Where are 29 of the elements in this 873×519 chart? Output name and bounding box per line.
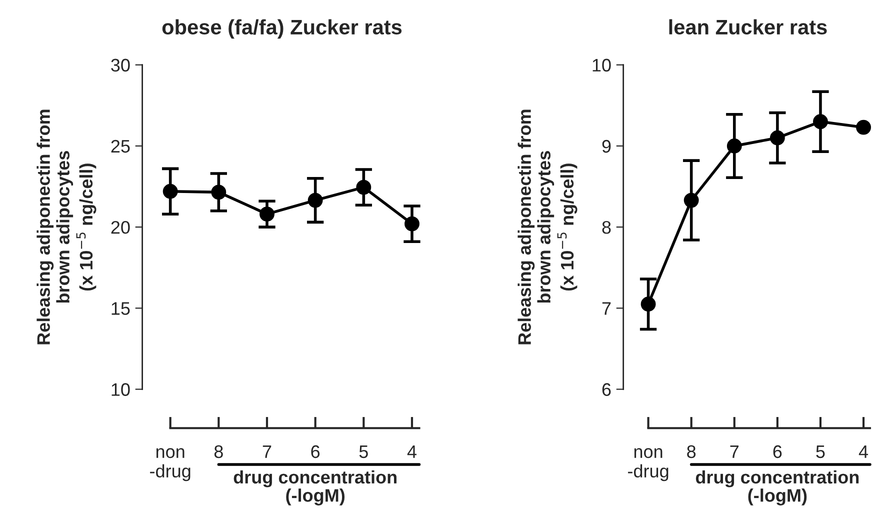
x-tick-label: 4 [407, 445, 416, 458]
x-tick-label: 4 [858, 445, 868, 458]
chart-title: lean Zucker rats [669, 19, 827, 35]
y-tick-label: 8 [602, 220, 611, 234]
x-tick-label: 7 [730, 445, 738, 458]
y-tick-label: 6 [602, 383, 611, 396]
x-tick-label: 5 [816, 445, 825, 458]
x-tick-label: 8 [214, 445, 223, 458]
y-tick-label: 20 [111, 220, 130, 234]
y-tick-label: 15 [112, 302, 130, 315]
x-axis-title: drug concentration (-logM) [696, 470, 859, 506]
x-tick-label: 6 [311, 445, 320, 458]
y-tick-label: 7 [602, 302, 611, 315]
x-tick-label: 7 [262, 445, 272, 458]
y-tick-label: 10 [592, 58, 611, 72]
y-axis-title: Releasing adiponectin from brown adipocytes (x 10$^{−5}$ ng/cell) [518, 110, 578, 344]
y-tick-label: 30 [111, 58, 130, 72]
y-tick-label: 25 [111, 140, 130, 153]
point [856, 120, 871, 135]
y-axis-title: Releasing adiponectin from brown adipocytes (x 10$^{−5}$ ng/cell) [36, 110, 96, 344]
chart-title: obese (fa/fa) Zucker rats [162, 19, 402, 39]
x-tick-label: 8 [687, 445, 696, 458]
x-tick-label: non -drug [150, 448, 190, 482]
x-tick-label: 6 [773, 445, 782, 458]
x-axis-title: drug concentration (-logM) [234, 470, 396, 506]
y-tick-label: 10 [112, 383, 130, 396]
x-tick-label: non -drug [628, 448, 668, 482]
x-tick-label: 5 [359, 445, 368, 458]
y-tick-label: 9 [602, 140, 611, 153]
